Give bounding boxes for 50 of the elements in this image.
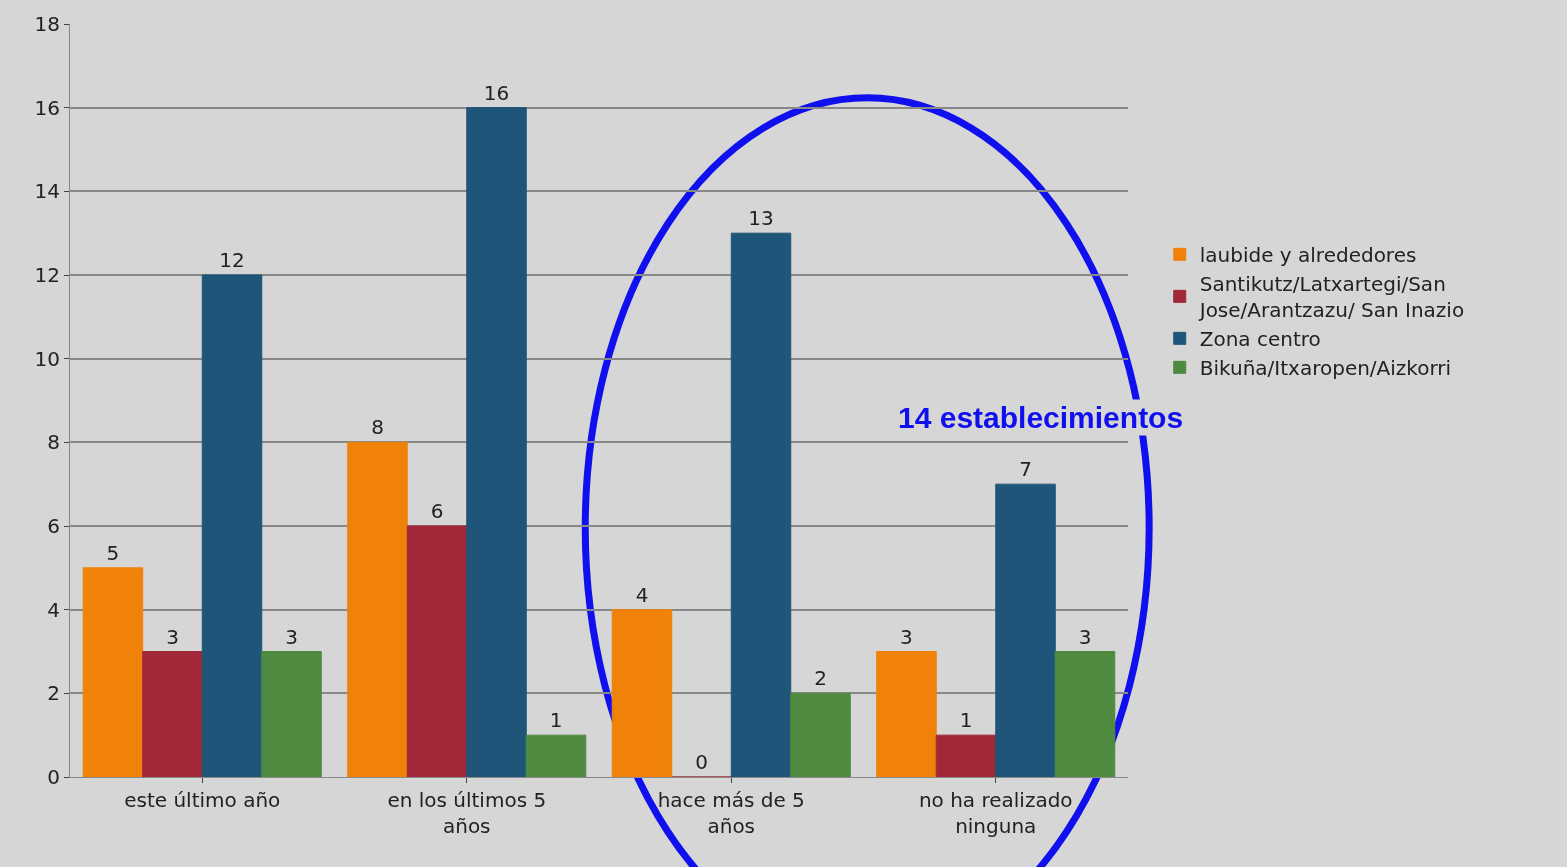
- x-tick-label: en los últimos 5 años: [387, 788, 547, 838]
- y-tick-label: 6: [47, 514, 60, 538]
- data-label: 1: [959, 708, 973, 733]
- data-label: 0: [695, 750, 708, 774]
- bar: [1054, 651, 1116, 777]
- y-tick-label: 4: [47, 597, 60, 622]
- data-label: 2: [814, 666, 827, 691]
- data-label: 3: [285, 624, 298, 649]
- data-label: 6: [430, 499, 444, 523]
- y-tick-label: 12: [34, 263, 60, 287]
- bar: [466, 107, 527, 777]
- x-tick-label: este último año: [124, 788, 281, 812]
- y-tick-label: 16: [34, 95, 60, 120]
- data-label: 3: [900, 624, 913, 649]
- y-tick-label: 0: [47, 765, 60, 789]
- data-label: 5: [106, 540, 120, 565]
- legend-label: Santikutz/Latxartegi/San Jose/Arantzazu/ San Inazio: [1197, 272, 1465, 323]
- bar: [261, 651, 322, 777]
- annotation: 14 establecimientos: [898, 401, 1184, 434]
- bar: [995, 483, 1056, 777]
- bar: [142, 651, 203, 777]
- data-label: 4: [635, 582, 649, 607]
- data-label: 3: [166, 624, 179, 649]
- y-tick-label: 18: [34, 12, 60, 36]
- bar: [201, 274, 263, 777]
- y-tick-label: 2: [47, 681, 60, 706]
- y-tick-label: 10: [34, 346, 60, 371]
- data-label: 8: [371, 415, 384, 440]
- data-label: 12: [219, 248, 245, 272]
- bar: [406, 525, 468, 777]
- x-tick-label: hace más de 5 años: [657, 788, 805, 838]
- y-tick-label: 14: [34, 179, 60, 204]
- bar: [347, 441, 408, 777]
- y-tick-label: 8: [47, 430, 60, 455]
- legend-label: Bikuña/Itxaropen/Aizkorri: [1199, 356, 1452, 381]
- data-label: 16: [483, 80, 510, 105]
- bar: [611, 609, 673, 777]
- bar: [730, 232, 792, 777]
- x-tick-label: no ha realizado ninguna: [918, 788, 1073, 838]
- bar: [82, 567, 144, 777]
- data-label: 1: [549, 708, 563, 733]
- data-label: 7: [1019, 457, 1032, 482]
- data-label: 13: [748, 206, 774, 231]
- bar: [790, 692, 851, 777]
- data-label: 3: [1078, 624, 1092, 649]
- bar: [935, 734, 997, 777]
- legend-label: laubide y alrededores: [1199, 243, 1417, 268]
- bar: [525, 734, 587, 777]
- bar: [876, 651, 937, 777]
- legend-label: Zona centro: [1199, 327, 1321, 352]
